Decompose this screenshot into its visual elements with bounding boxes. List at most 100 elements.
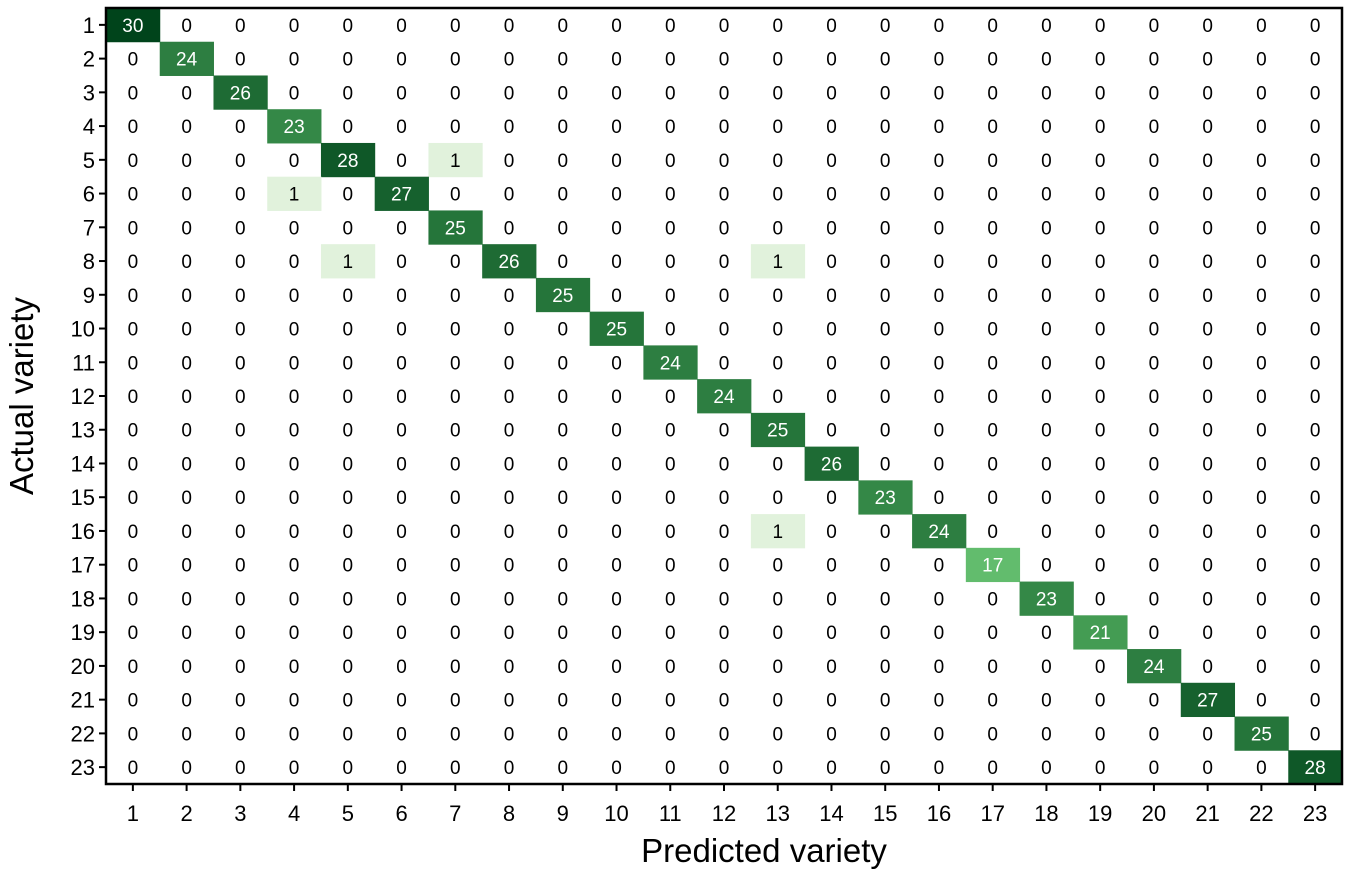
cell-value-label: 0 [1310,589,1321,610]
heatmap-cell [320,142,376,178]
cell-value-label: 0 [934,488,945,509]
cell-value-label: 0 [181,421,192,442]
cell-value-label: 0 [719,556,730,577]
cell-value-label: 0 [1202,623,1213,644]
cell-value-label: 25 [606,320,627,341]
cell-value-label: 0 [1310,117,1321,138]
heatmap-cell [643,345,698,380]
cell-value-label: 0 [665,151,676,172]
cell-value-label: 0 [1095,353,1106,374]
cell-value-label: 0 [1149,117,1160,138]
cell-value-label: 0 [665,83,676,104]
cell-value-label: 0 [450,117,461,138]
cell-value-label: 0 [611,151,622,172]
cell-value-label: 0 [1310,185,1321,206]
cell-value-label: 0 [181,252,192,273]
cell-value-label: 0 [611,252,622,273]
cell-value-label: 0 [772,556,783,577]
cell-value-label: 0 [826,353,837,374]
cell-value-label: 0 [719,454,730,475]
cell-value-label: 0 [772,185,783,206]
cell-value-label: 0 [557,50,568,71]
cell-value-label: 0 [1310,387,1321,408]
cell-value-label: 0 [557,353,568,374]
cell-value-label: 0 [934,758,945,779]
cell-value-label: 0 [772,353,783,374]
cell-value-label: 0 [235,252,246,273]
cell-value-label: 0 [128,589,139,610]
cell-value-label: 0 [396,691,407,712]
cell-value-label: 0 [719,50,730,71]
cell-value-label: 0 [557,758,568,779]
cell-value-label: 0 [396,421,407,442]
cell-value-label: 0 [611,16,622,37]
cell-value-label: 0 [934,83,945,104]
cell-value-label: 0 [880,320,891,341]
cell-value-label: 0 [557,320,568,341]
x-tick-label: 10 [604,801,628,826]
cell-value-label: 0 [1095,320,1106,341]
heatmap-cell [428,142,483,178]
cell-value-label: 0 [934,117,945,138]
cell-value-label: 0 [396,83,407,104]
cell-value-label: 0 [557,556,568,577]
cell-value-label: 0 [880,657,891,678]
cell-value-label: 0 [880,556,891,577]
cell-value-label: 0 [1202,218,1213,239]
cell-value-label: 0 [289,589,300,610]
cell-value-label: 0 [450,16,461,37]
cell-value-label: 0 [128,724,139,745]
cell-value-label: 0 [289,522,300,543]
cell-value-label: 0 [235,286,246,307]
cell-value-label: 0 [772,691,783,712]
cell-value-label: 0 [1095,589,1106,610]
cell-value-label: 0 [665,421,676,442]
cell-value-label: 0 [772,151,783,172]
cell-value-label: 0 [343,556,354,577]
cell-value-label: 0 [1202,657,1213,678]
cell-value-label: 0 [557,387,568,408]
cell-value-label: 0 [450,691,461,712]
cell-value-label: 0 [1095,218,1106,239]
cell-value-label: 0 [1202,286,1213,307]
cell-value-label: 0 [504,16,515,37]
cell-value-label: 0 [772,387,783,408]
cell-value-label: 0 [1149,556,1160,577]
cell-value-label: 0 [665,16,676,37]
cell-value-label: 0 [450,724,461,745]
cell-value-label: 0 [987,691,998,712]
cell-value-label: 0 [289,387,300,408]
cell-value-label: 0 [1149,151,1160,172]
cell-value-label: 0 [1202,589,1213,610]
x-tick-label: 21 [1195,801,1219,826]
x-tick-label: 9 [557,801,569,826]
cell-value-label: 0 [719,657,730,678]
cell-value-label: 0 [826,758,837,779]
cell-value-label: 0 [772,589,783,610]
cell-value-label: 0 [343,691,354,712]
cell-value-label: 0 [665,286,676,307]
cell-value-label: 0 [665,252,676,273]
cell-value-label: 25 [1251,724,1272,745]
cell-value-label: 0 [880,353,891,374]
cell-value-label: 0 [557,151,568,172]
cell-value-label: 0 [1310,286,1321,307]
cell-value-label: 24 [713,387,735,408]
cell-value-label: 26 [498,252,519,273]
x-tick-label: 11 [659,801,682,826]
cell-value-label: 0 [1310,454,1321,475]
cell-value-label: 0 [987,589,998,610]
cell-value-label: 27 [391,185,412,206]
cell-value-label: 0 [826,117,837,138]
cell-value-label: 0 [880,623,891,644]
cell-value-label: 0 [665,218,676,239]
cell-value-label: 0 [504,691,515,712]
cell-value-label: 0 [128,758,139,779]
cell-value-label: 0 [934,421,945,442]
cell-value-label: 0 [1041,218,1052,239]
x-tick-label: 18 [1034,801,1058,826]
cell-value-label: 0 [1310,623,1321,644]
cell-value-label: 0 [343,387,354,408]
cell-value-label: 28 [1305,758,1326,779]
